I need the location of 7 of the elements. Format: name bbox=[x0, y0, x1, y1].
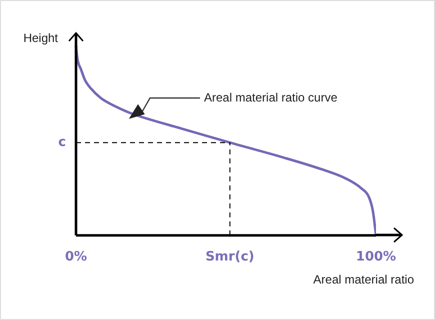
x-tick-label: 100% bbox=[356, 250, 396, 265]
x-tick-label: Smr(c) bbox=[205, 250, 254, 265]
x-axis-title: Areal material ratio bbox=[313, 272, 414, 286]
x-tick-label: 0% bbox=[64, 250, 88, 265]
y-axis-title: Height bbox=[23, 31, 59, 45]
ref-line-label: c bbox=[58, 134, 66, 150]
annotation: Areal material ratio curve bbox=[204, 90, 338, 104]
